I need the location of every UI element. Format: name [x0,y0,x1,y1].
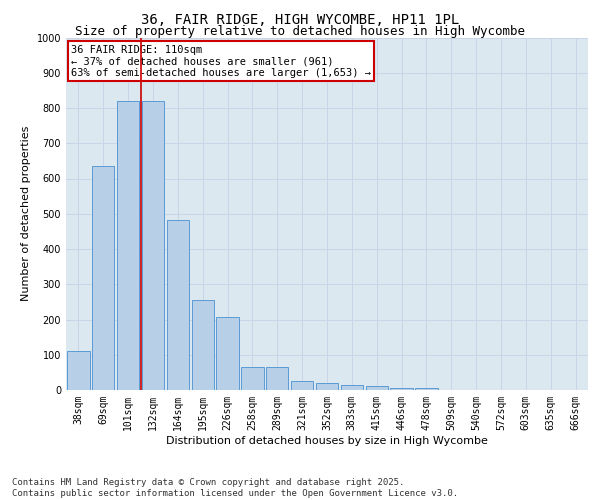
Bar [142,101,164,390]
Y-axis label: Number of detached properties: Number of detached properties [21,126,31,302]
Text: Size of property relative to detached houses in High Wycombe: Size of property relative to detached ho… [75,24,525,38]
Bar [291,381,313,390]
Bar [266,367,289,390]
Text: 36, FAIR RIDGE, HIGH WYCOMBE, HP11 1PL: 36, FAIR RIDGE, HIGH WYCOMBE, HP11 1PL [141,12,459,26]
X-axis label: Distribution of detached houses by size in High Wycombe: Distribution of detached houses by size … [166,436,488,446]
Bar [415,388,437,390]
Bar [67,351,89,390]
Bar [92,166,115,390]
Bar [365,386,388,390]
Bar [341,386,363,390]
Bar [191,300,214,390]
Bar [217,317,239,390]
Text: 36 FAIR RIDGE: 110sqm
← 37% of detached houses are smaller (961)
63% of semi-det: 36 FAIR RIDGE: 110sqm ← 37% of detached … [71,44,371,78]
Bar [117,101,139,390]
Bar [391,388,413,390]
Bar [316,383,338,390]
Bar [241,367,263,390]
Bar [167,220,189,390]
Text: Contains HM Land Registry data © Crown copyright and database right 2025.
Contai: Contains HM Land Registry data © Crown c… [12,478,458,498]
